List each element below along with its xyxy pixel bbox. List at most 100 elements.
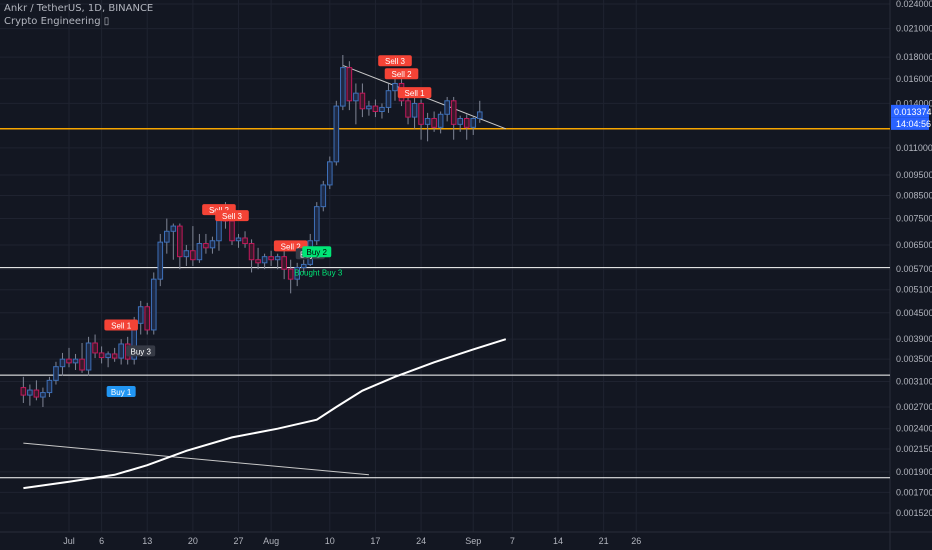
candle-body[interactable] — [85, 342, 92, 371]
long-descending-line[interactable] — [23, 442, 369, 476]
candle-body[interactable] — [150, 278, 157, 331]
signal-text: Buy 2 — [307, 248, 328, 257]
moving-average-line — [23, 338, 507, 490]
y-tick-label: 0.021000 — [896, 24, 932, 34]
candle-body[interactable] — [118, 343, 124, 359]
candle-body[interactable] — [359, 92, 366, 110]
candle-body[interactable] — [190, 250, 196, 261]
candle-body[interactable] — [183, 250, 190, 258]
candle-body[interactable] — [157, 241, 164, 280]
symbol-title: Ankr / TetherUS, 1D, BINANCE — [4, 3, 154, 14]
signal-label-neutral[interactable] — [126, 345, 156, 357]
candle-body[interactable] — [418, 102, 424, 125]
candle-body[interactable] — [235, 237, 242, 242]
candle-body[interactable] — [340, 67, 346, 107]
candle-body[interactable] — [242, 237, 248, 245]
candle-body[interactable] — [333, 105, 340, 163]
candle-body[interactable] — [366, 105, 372, 110]
candle-body[interactable] — [444, 100, 450, 115]
signal-label-sell[interactable] — [215, 210, 249, 222]
y-tick-label: 0.003100 — [896, 377, 932, 387]
y-tick-label: 0.018000 — [896, 52, 932, 62]
candle-body[interactable] — [40, 392, 46, 398]
candle-body[interactable] — [372, 105, 379, 113]
candle-body[interactable] — [320, 184, 327, 208]
candle-body[interactable] — [327, 161, 333, 186]
candle-body[interactable] — [274, 256, 281, 261]
candle-body[interactable] — [457, 118, 463, 125]
candle-body[interactable] — [385, 90, 392, 108]
y-tick-label: 0.001900 — [896, 467, 932, 477]
candle-body[interactable] — [59, 358, 66, 368]
candle-body[interactable] — [268, 256, 274, 261]
candle-body[interactable] — [424, 118, 431, 125]
signal-text: Sell 2 — [392, 70, 413, 79]
candle-body[interactable] — [98, 352, 105, 359]
candle-body[interactable] — [209, 240, 216, 249]
candle-body[interactable] — [313, 206, 320, 242]
candle-body[interactable] — [137, 306, 144, 324]
candle-body[interactable] — [281, 256, 287, 270]
candle-body[interactable] — [144, 306, 151, 331]
candle-body[interactable] — [470, 118, 477, 128]
y-tick-label: 0.016000 — [896, 74, 932, 84]
candle-body[interactable] — [437, 113, 444, 128]
candle-body[interactable] — [20, 387, 27, 396]
signal-label-green[interactable] — [302, 246, 332, 258]
candle-body[interactable] — [79, 358, 85, 371]
candle-body[interactable] — [379, 106, 385, 113]
candle-body[interactable] — [105, 353, 111, 359]
y-tick-label: 0.014000 — [896, 98, 932, 108]
candle-body[interactable] — [170, 225, 177, 232]
signal-label-buy[interactable] — [106, 385, 136, 397]
candle-body[interactable] — [255, 259, 261, 264]
y-tick-label: 0.002400 — [896, 424, 932, 434]
candle-body[interactable] — [203, 243, 209, 249]
y-tick-label: 0.005700 — [896, 264, 932, 274]
candle-body[interactable] — [392, 82, 398, 92]
signal-label-sell[interactable] — [104, 319, 138, 331]
y-tick-label: 0.002700 — [896, 402, 932, 412]
candle-body[interactable] — [405, 100, 411, 118]
signal-text: Sell 3 — [385, 57, 406, 66]
candle-body[interactable] — [450, 100, 457, 125]
signal-label-sell[interactable] — [397, 87, 432, 99]
candle-body[interactable] — [177, 225, 183, 258]
candle-body[interactable] — [294, 267, 300, 280]
candle-body[interactable] — [196, 243, 203, 261]
indicator-title[interactable]: Crypto Engineering ▯ — [4, 16, 110, 27]
y-tick-label: 0.003500 — [896, 354, 932, 364]
candle-body[interactable] — [66, 358, 72, 364]
candle-body[interactable] — [300, 263, 307, 269]
signal-label-sell[interactable] — [378, 55, 412, 67]
candle-body[interactable] — [53, 366, 59, 381]
candle-body[interactable] — [92, 342, 98, 354]
candle-body[interactable] — [33, 389, 40, 398]
candle-body[interactable] — [111, 353, 118, 359]
candle-body[interactable] — [287, 268, 294, 280]
candle-body[interactable] — [27, 389, 33, 396]
candle-body[interactable] — [346, 67, 353, 102]
candle-body[interactable] — [431, 118, 437, 128]
candle-body[interactable] — [261, 256, 268, 264]
candle-body[interactable] — [248, 243, 255, 261]
signal-text: Buy 1 — [111, 388, 132, 397]
x-tick-label: Sep — [465, 536, 481, 546]
candle-body[interactable] — [46, 379, 53, 394]
candle-body[interactable] — [463, 118, 470, 128]
x-tick-label: 17 — [370, 536, 380, 546]
candle-body[interactable] — [72, 358, 79, 364]
last-price-text: 0.013374 — [894, 107, 932, 117]
candle-body[interactable] — [411, 102, 418, 118]
y-tick-label: 0.007500 — [896, 214, 932, 224]
signal-label-sell[interactable] — [384, 68, 419, 80]
candle-body[interactable] — [164, 230, 170, 243]
y-tick-label: 0.011000 — [896, 143, 932, 153]
candle-body[interactable] — [476, 111, 483, 120]
candle-body[interactable] — [353, 92, 359, 102]
signal-text-bought: Bought Buy 3 — [294, 268, 343, 277]
signal-text: Sell 2 — [281, 242, 302, 251]
candle-body[interactable] — [229, 220, 235, 242]
